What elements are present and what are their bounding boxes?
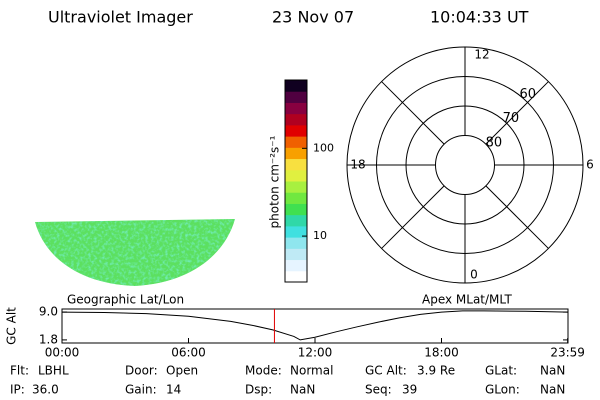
x-tick-label: 23:59 — [550, 346, 585, 360]
colorbar-step — [285, 248, 307, 261]
polar-spoke — [381, 81, 445, 145]
colorbar-frame — [284, 79, 308, 283]
field-value: 14 — [166, 383, 181, 397]
mlt-label: 18 — [350, 158, 365, 172]
lat-label: 60 — [519, 87, 536, 102]
colorbar-step — [285, 169, 307, 182]
x-tick-label: 18:00 — [424, 346, 459, 360]
colorbar-step — [285, 113, 307, 126]
mlt-label: 0 — [470, 268, 478, 282]
field-label: GLat: — [485, 364, 517, 378]
mlt-label: 6 — [586, 158, 594, 172]
field-label: Door: — [125, 364, 158, 378]
colorbar-tick-label: 10 — [313, 229, 327, 242]
y-tick-label: 9.0 — [39, 305, 58, 319]
lat-label: 80 — [486, 135, 503, 150]
colorbar-step — [285, 270, 307, 283]
x-tick-label: 12:00 — [298, 346, 333, 360]
time: 10:04:33 UT — [430, 8, 529, 27]
colorbar-step — [285, 124, 307, 137]
image — [35, 219, 235, 286]
colorbar-step — [285, 237, 307, 249]
date: 23 Nov 07 — [272, 8, 354, 27]
colorbar-step — [285, 192, 307, 204]
colorbar-tick-label: 100 — [313, 141, 334, 154]
colorbar-step — [285, 136, 307, 148]
field-label: Dsp: — [245, 383, 272, 397]
field-label: Flt: — [10, 364, 29, 378]
lat-circle — [376, 76, 554, 254]
field-value: LBHL — [38, 364, 69, 378]
lat-label: 70 — [503, 111, 520, 126]
colorbar-label: photon cm⁻²s⁻¹ — [268, 135, 282, 228]
field-label: GLon: — [485, 383, 520, 397]
x-tick-label: 00:00 — [45, 346, 80, 360]
colorbar-step — [285, 225, 307, 238]
altitude-line — [61, 310, 569, 341]
field-value: Normal — [290, 364, 333, 378]
colorbar-step — [285, 102, 307, 115]
field-value: 36.0 — [32, 383, 59, 397]
colorbar-step — [285, 214, 307, 227]
right-label: Apex MLat/MLT — [422, 293, 512, 307]
mlt-label: 12 — [474, 48, 489, 62]
colorbar-step — [285, 259, 307, 272]
polar-spoke — [485, 185, 549, 249]
field-value: 39 — [402, 383, 417, 397]
field-value: Open — [166, 364, 198, 378]
lat-circle — [435, 135, 495, 195]
field-label: Gain: — [125, 383, 157, 397]
x-tick-label: 06:00 — [171, 346, 206, 360]
field-value: 3.9 Re — [417, 364, 455, 378]
field-label: GC Alt: — [365, 364, 407, 378]
field-value: NaN — [540, 383, 565, 397]
y-label: GC Alt — [5, 307, 19, 345]
colorbar-step — [285, 181, 307, 193]
field-label: Mode: — [245, 364, 282, 378]
y-tick-label: 1.8 — [39, 332, 58, 346]
colorbar-step — [285, 158, 307, 171]
title: Ultraviolet Imager — [48, 8, 193, 27]
plot-frame — [61, 308, 569, 344]
polar-spoke — [381, 185, 445, 249]
colorbar-step — [285, 147, 307, 160]
colorbar-step — [285, 80, 307, 92]
image-texture — [35, 219, 235, 286]
polar-spoke — [485, 81, 549, 145]
field-value: NaN — [290, 383, 315, 397]
colorbar-step — [285, 203, 307, 216]
field-value: NaN — [540, 364, 565, 378]
field-label: IP: — [10, 383, 25, 397]
lat-circle — [405, 105, 525, 225]
left-label: Geographic Lat/Lon — [67, 293, 184, 307]
field-label: Seq: — [365, 383, 392, 397]
colorbar-step — [285, 91, 307, 103]
